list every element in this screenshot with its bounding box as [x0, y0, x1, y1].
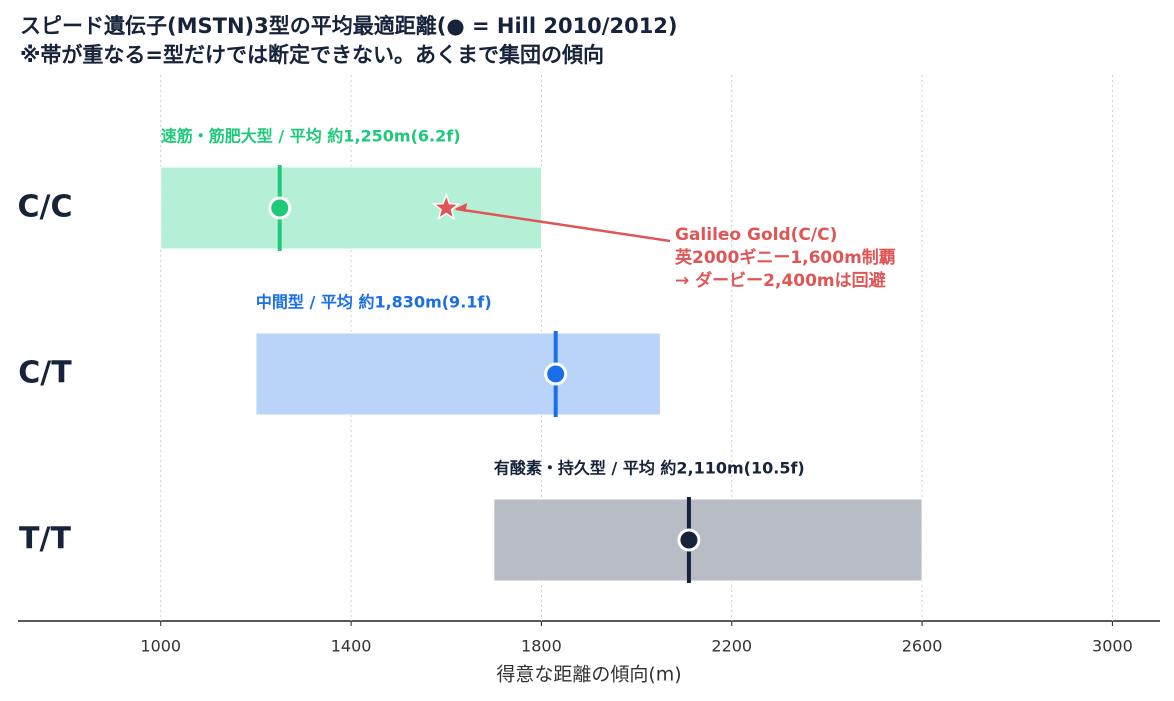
mean-dot — [544, 362, 568, 386]
x-tick-label: 2600 — [902, 637, 943, 656]
range-band — [255, 332, 661, 416]
chart-subtitle: ※帯が重なる=型だけでは断定できない。あくまで集団の傾向 — [20, 43, 604, 67]
mean-dot — [268, 196, 292, 220]
annotation-text: Galileo Gold(C/C) — [675, 225, 837, 245]
category-label: T/T — [19, 522, 71, 557]
range-band — [493, 498, 923, 582]
band-label: 速筋・筋肥大型 / 平均 約1,250m(6.2f) — [161, 127, 461, 146]
x-tick-label: 1800 — [521, 637, 562, 656]
range-band — [160, 166, 542, 250]
band-label: 有酸素・持久型 / 平均 約2,110m(10.5f) — [494, 459, 805, 478]
category-label: C/C — [18, 190, 73, 225]
band-label: 中間型 / 平均 約1,830m(9.1f) — [256, 293, 492, 312]
x-tick-label: 1000 — [140, 637, 181, 656]
x-tick-label: 2200 — [711, 637, 752, 656]
chart-title: スピード遺伝子(MSTN)3型の平均最適距離(● = Hill 2010/201… — [20, 14, 678, 38]
annotation-text: → ダービー2,400mは回避 — [675, 270, 886, 291]
x-tick-label: 1400 — [331, 637, 372, 656]
mean-dot — [677, 528, 701, 552]
annotation-text: 英2000ギニー1,600m制覇 — [675, 247, 896, 268]
x-tick-label: 3000 — [1092, 637, 1133, 656]
annotation-arrowhead — [454, 203, 468, 212]
annotation-arrow — [456, 207, 671, 243]
category-label: C/T — [18, 356, 72, 391]
highlight-star — [431, 192, 461, 221]
x-axis-label: 得意な距離の傾向(m) — [496, 664, 681, 686]
